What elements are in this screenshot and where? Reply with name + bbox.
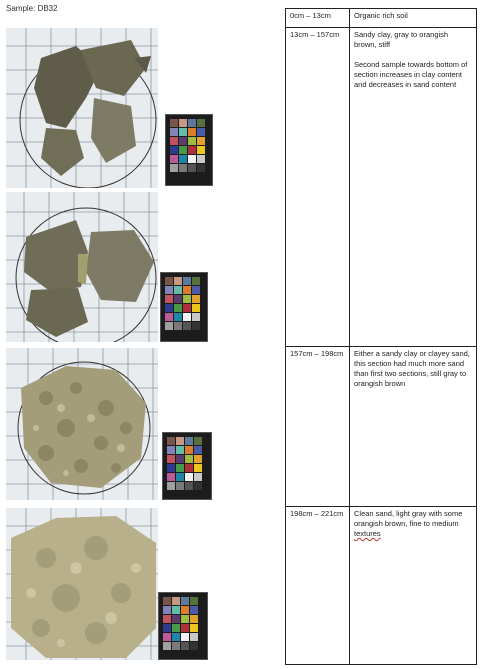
photo-section-3 (6, 348, 158, 500)
color-checker-card-1 (165, 114, 213, 186)
description-cell: Clean sand, light gray with some orangis… (350, 507, 477, 665)
depth-cell: 198cm – 221cm (286, 507, 350, 665)
depth-cell: 0cm – 13cm (286, 9, 350, 28)
photo-section-2 (6, 192, 158, 342)
photo-section-4 (6, 508, 158, 660)
color-checker-card-3 (162, 432, 212, 500)
description-cell: Either a sandy clay or clayey sand, this… (350, 347, 477, 507)
color-checker-card-2 (160, 272, 208, 342)
table-row: 157cm – 198cm Either a sandy clay or cla… (286, 347, 477, 507)
spellcheck-flagged-word: textures (354, 529, 381, 538)
description-text: Sandy clay, gray to orangish brown, stif… (354, 30, 472, 50)
sample-label: Sample: DB32 (6, 4, 58, 13)
color-checker-card-4 (158, 592, 208, 660)
soil-log-table: 0cm – 13cm Organic rich soil 13cm – 157c… (285, 8, 477, 665)
description-text: Clean sand, light gray with some orangis… (354, 509, 462, 528)
photo-section-1 (6, 28, 158, 188)
depth-cell: 157cm – 198cm (286, 347, 350, 507)
table-row: 0cm – 13cm Organic rich soil (286, 9, 477, 28)
description-cell: Sandy clay, gray to orangish brown, stif… (350, 28, 477, 347)
table-row: 13cm – 157cm Sandy clay, gray to orangis… (286, 28, 477, 347)
description-note: Second sample towards bottom of section … (354, 60, 472, 90)
table-row: 198cm – 221cm Clean sand, light gray wit… (286, 507, 477, 665)
depth-cell: 13cm – 157cm (286, 28, 350, 347)
description-cell: Organic rich soil (350, 9, 477, 28)
